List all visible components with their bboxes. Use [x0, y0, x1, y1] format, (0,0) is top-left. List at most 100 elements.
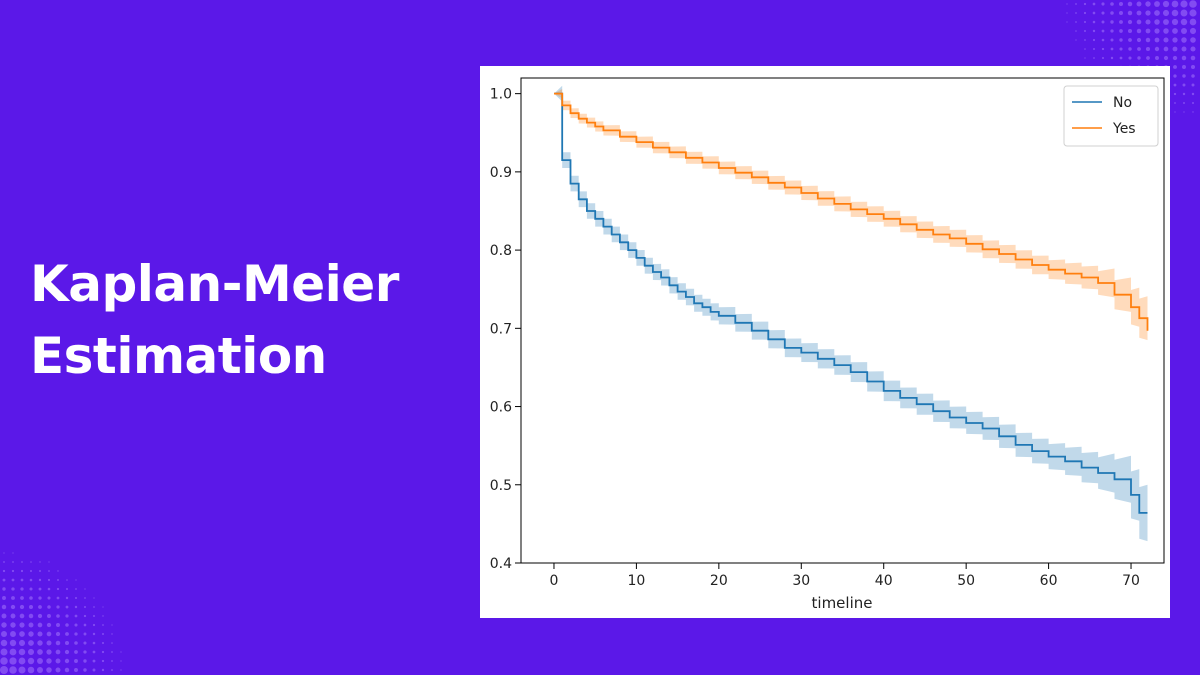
decorative-dot	[1191, 83, 1195, 87]
decorative-dot	[37, 649, 43, 655]
decorative-dot	[1101, 2, 1105, 6]
decorative-dot	[1084, 57, 1086, 59]
decorative-dot	[84, 597, 86, 599]
decorative-dot	[1119, 11, 1123, 15]
x-tick-label: 30	[792, 573, 810, 589]
decorative-dot	[92, 650, 96, 654]
kaplan-meier-chart: 0 10 20 30 40 50 60 70 0.4 0.5 0.6 0.7 0.8 0.9 1.0 ti…	[490, 77, 1165, 612]
decorative-dot	[1182, 92, 1186, 96]
decorative-dot	[29, 569, 33, 573]
decorative-dot	[1083, 20, 1087, 24]
decorative-dot	[93, 597, 95, 599]
confidence-band-no	[554, 85, 1148, 542]
decorative-dot	[101, 650, 105, 654]
decorative-dot	[1173, 83, 1177, 87]
decorative-dot	[74, 614, 78, 618]
decorative-dot	[1093, 48, 1095, 50]
series-line-yes	[554, 92, 1149, 331]
decorative-dot	[11, 569, 15, 573]
decorative-dot	[46, 622, 52, 628]
decorative-dot	[29, 578, 33, 582]
decorative-dot	[65, 587, 69, 591]
decorative-dot	[1154, 19, 1160, 25]
decorative-dot	[1, 631, 7, 637]
decorative-dot	[12, 561, 14, 563]
decorative-dot	[74, 623, 78, 627]
decorative-dot	[1189, 9, 1197, 17]
decorative-dot	[30, 561, 32, 563]
decorative-dot	[57, 579, 59, 581]
decorative-dot	[1101, 29, 1105, 33]
decorative-dot	[38, 605, 42, 609]
decorative-dot	[74, 650, 78, 654]
decorative-dot	[55, 649, 61, 655]
decorative-dot	[1163, 28, 1169, 34]
decorative-dot	[0, 639, 8, 647]
decorative-dot	[9, 666, 17, 674]
decorative-dot	[111, 660, 113, 662]
decorative-dot	[19, 631, 25, 637]
decorative-dot	[65, 623, 69, 627]
chart-card: 0 10 20 30 40 50 60 70 0.4 0.5 0.6 0.7 0.8 0.9 1.0 ti…	[480, 66, 1170, 618]
decorative-dot	[111, 633, 113, 635]
decorative-dot	[74, 632, 78, 636]
decorative-dot	[55, 658, 61, 664]
decorative-dot	[46, 667, 52, 673]
decorative-dot	[1075, 3, 1077, 5]
x-tick-label: 40	[875, 573, 893, 589]
decorative-dot	[1110, 11, 1114, 15]
decorative-dot	[1118, 1, 1124, 7]
decorative-dot	[1101, 20, 1105, 24]
decorative-dot	[1190, 46, 1196, 52]
decorative-dot	[1145, 19, 1151, 25]
decorative-dot	[1092, 2, 1096, 6]
decorative-dot	[1171, 18, 1179, 26]
decorative-dot	[56, 614, 60, 618]
decorative-dot	[83, 623, 87, 627]
decorative-dot	[1092, 20, 1096, 24]
x-axis: 0 10 20 30 40 50 60 70	[550, 563, 1140, 589]
decorative-dot	[36, 666, 44, 674]
decorative-dot	[39, 570, 41, 572]
decorative-dot	[28, 640, 34, 646]
decorative-dot	[21, 561, 23, 563]
decorative-dot	[1101, 11, 1105, 15]
decorative-dot	[27, 657, 35, 665]
decorative-dot	[27, 666, 35, 674]
decorative-dot	[1172, 55, 1178, 61]
decorative-dot	[65, 632, 69, 636]
decorative-dot	[2, 596, 6, 600]
decorative-dot	[56, 605, 60, 609]
confidence-band-yes	[554, 89, 1148, 353]
decorative-dot	[1189, 18, 1197, 26]
decorative-dot	[1066, 3, 1068, 5]
decorative-dot	[102, 624, 104, 626]
decorative-dot	[20, 596, 24, 600]
decorative-dot	[1, 604, 7, 610]
decorative-dot	[55, 631, 61, 637]
decorative-dot	[102, 606, 104, 608]
decorative-dot	[1083, 11, 1087, 15]
decorative-dot	[92, 668, 96, 672]
decorative-dot	[28, 631, 34, 637]
decorative-dot	[111, 642, 113, 644]
y-tick-label: 0.4	[490, 556, 512, 572]
decorative-dot	[37, 658, 43, 664]
decorative-dot	[1172, 37, 1178, 43]
decorative-dot	[66, 579, 68, 581]
decorative-dot	[74, 659, 78, 663]
plot-area-frame	[520, 77, 1165, 564]
decorative-dot	[20, 587, 24, 591]
decorative-dot	[56, 623, 60, 627]
decorative-dot	[1180, 18, 1188, 26]
decorative-dot	[38, 587, 42, 591]
decorative-dot	[20, 569, 24, 573]
decorative-dot	[1182, 83, 1186, 87]
legend-box	[1063, 85, 1159, 147]
decorative-dot	[92, 632, 96, 636]
decorative-dot	[1, 613, 7, 619]
x-tick-label: 50	[957, 573, 975, 589]
decorative-dot	[1154, 37, 1160, 43]
x-tick-label: 20	[710, 573, 728, 589]
decorative-dot	[83, 650, 87, 654]
